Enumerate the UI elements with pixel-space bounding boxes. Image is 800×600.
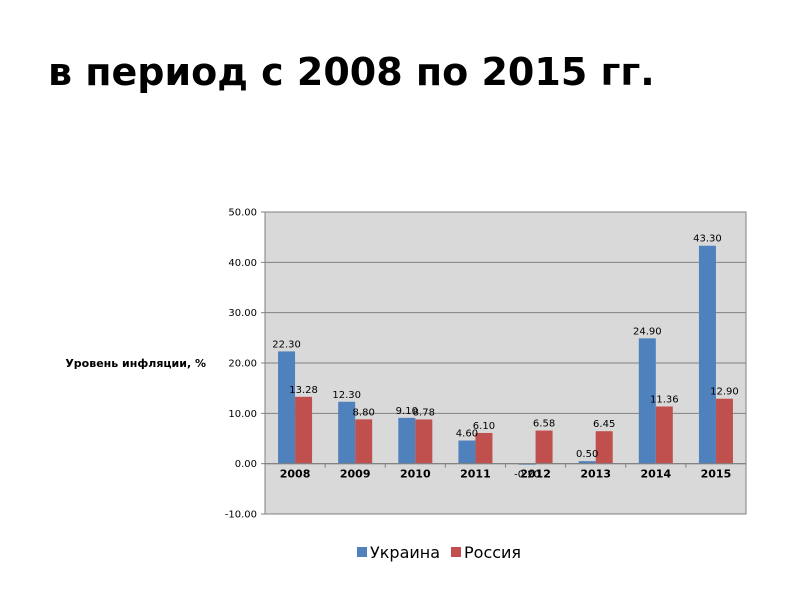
y-axis-tick-labels: 50.00 40.00 30.00 20.00 10.00 0.00 -10.00 [225,208,257,521]
y-tick-label: 10.00 [228,409,257,420]
category-label-2013: 2013 [580,468,611,481]
data-label-ukraine-2013: 0.50 [576,449,598,460]
bar-russia-2013 [595,431,613,464]
category-label-2015: 2015 [701,468,732,481]
bar-russia-2009 [355,419,373,464]
bars [278,245,733,465]
bar-ukraine-2011 [458,440,476,464]
data-label-ukraine-2012: -0.20 [514,470,540,481]
bar-ukraine-2009 [338,401,356,464]
category-label-2009: 2009 [340,468,371,481]
data-label-russia-2012: 6.58 [533,419,555,430]
category-label-2014: 2014 [641,468,672,481]
legend-swatch-ukraine [357,547,367,557]
legend-label-ukraine: Украина [370,543,440,562]
data-label-russia-2009: 8.80 [353,407,375,418]
y-tick-label: 20.00 [228,359,257,370]
data-label-russia-2013: 6.45 [593,419,615,430]
bar-russia-2012 [535,430,553,464]
data-label-russia-2015: 12.90 [710,387,739,398]
data-label-russia-2008: 13.28 [289,385,318,396]
legend-swatch-russia [451,547,461,557]
bar-ukraine-2015 [698,245,716,464]
category-label-2012: 2012 [520,468,551,481]
y-axis-label: Уровень инфляции, % [65,357,206,370]
bar-ukraine-2013 [578,461,596,464]
data-label-russia-2010: 8.78 [413,407,435,418]
legend-label-russia: Россия [464,543,521,562]
bar-ukraine-2010 [398,417,416,464]
data-label-ukraine-2008: 22.30 [272,339,301,350]
bar-russia-2011 [475,432,493,464]
data-label-russia-2011: 6.10 [473,421,495,432]
data-label-ukraine-2015: 43.30 [693,234,722,245]
bar-russia-2008 [295,396,313,464]
bar-russia-2014 [655,406,673,464]
y-tick-label: 30.00 [228,308,257,319]
y-tick-label: 50.00 [228,208,257,219]
data-label-ukraine-2009: 12.30 [332,390,361,401]
data-label-russia-2014: 11.36 [650,394,679,405]
axes [264,463,747,468]
y-tick-label: 40.00 [228,258,257,269]
bar-russia-2015 [715,398,733,464]
slide-title: в период с 2008 по 2015 гг. [48,50,655,94]
data-label-ukraine-2010: 9.10 [396,406,418,417]
data-label-ukraine-2014: 24.90 [633,326,662,337]
data-label-ukraine-2011: 4.60 [456,429,478,440]
data-labels: 22.30 13.28 12.30 8.80 9.108.78 4.606.10 -0.20… [272,234,739,481]
bar-ukraine-2008 [278,351,296,464]
legend: Украина Россия [357,543,521,562]
y-tick-label: -10.00 [225,510,257,521]
bar-ukraine-2014 [638,338,656,464]
y-tick-label: 0.00 [235,459,257,470]
category-labels: 2008 2009 2010 2011 2012 2013 2014 2015 [280,468,732,481]
category-label-2010: 2010 [400,468,431,481]
category-label-2011: 2011 [460,468,491,481]
category-label-2008: 2008 [280,468,311,481]
bar-russia-2010 [415,419,433,464]
